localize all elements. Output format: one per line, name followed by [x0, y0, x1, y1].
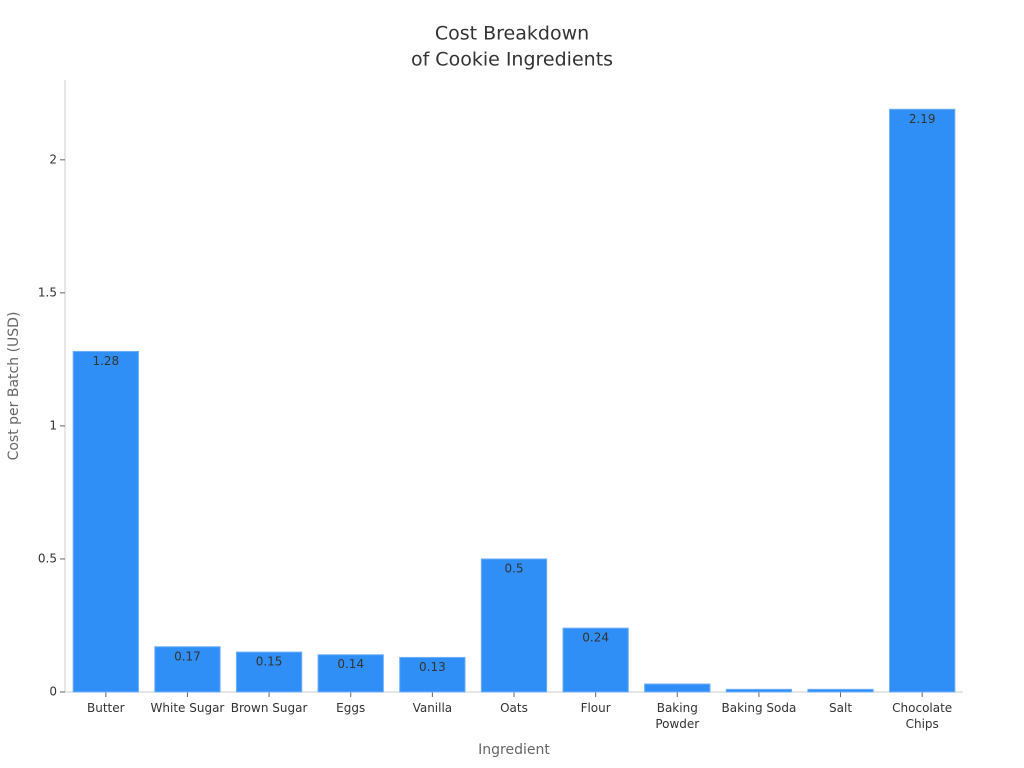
value-label: 0.17 — [174, 649, 201, 663]
y-tick-label: 1.5 — [38, 285, 57, 299]
x-tick-label: Vanilla — [412, 701, 453, 715]
x-axis-label: Ingredient — [478, 742, 550, 758]
bar — [317, 654, 384, 693]
x-tick-label: Flour — [580, 701, 611, 715]
bar — [562, 627, 629, 693]
y-tick-label: 1 — [49, 418, 57, 432]
value-label: 0.24 — [582, 631, 609, 645]
x-tick-label: Salt — [829, 701, 853, 715]
value-label: 2.19 — [909, 112, 936, 126]
x-tick-label: Butter — [87, 701, 125, 715]
x-tick-label: White Sugar — [150, 701, 225, 715]
x-tick-label: Oats — [500, 701, 528, 715]
value-label: 0.5 — [504, 561, 523, 575]
chart-title: Cost Breakdown — [435, 23, 589, 45]
bar — [154, 646, 221, 693]
x-tick-label: Baking Powder — [655, 701, 700, 731]
y-tick-label: 2 — [49, 152, 57, 166]
x-tick-label: Eggs — [336, 701, 366, 715]
y-tick-label: 0.5 — [38, 551, 57, 565]
bar — [644, 683, 711, 693]
value-label: 0.14 — [337, 657, 364, 671]
bar — [235, 651, 303, 693]
value-label: 0.13 — [419, 660, 446, 674]
bar — [807, 688, 874, 693]
value-label: 0.15 — [256, 655, 283, 669]
y-tick-label: 0 — [49, 685, 57, 699]
bar — [72, 350, 139, 693]
chart-title: of Cookie Ingredients — [411, 49, 613, 71]
x-tick-label: Brown Sugar — [230, 701, 308, 715]
x-tick-label: Baking Soda — [721, 701, 797, 715]
bar — [725, 688, 793, 693]
bar — [480, 558, 548, 693]
bar — [889, 108, 956, 693]
y-axis-label: Cost per Batch (USD) — [6, 312, 22, 461]
value-label: 1.28 — [92, 354, 119, 368]
x-tick-label: Chocolate Chips — [892, 701, 953, 731]
bar — [399, 656, 466, 693]
